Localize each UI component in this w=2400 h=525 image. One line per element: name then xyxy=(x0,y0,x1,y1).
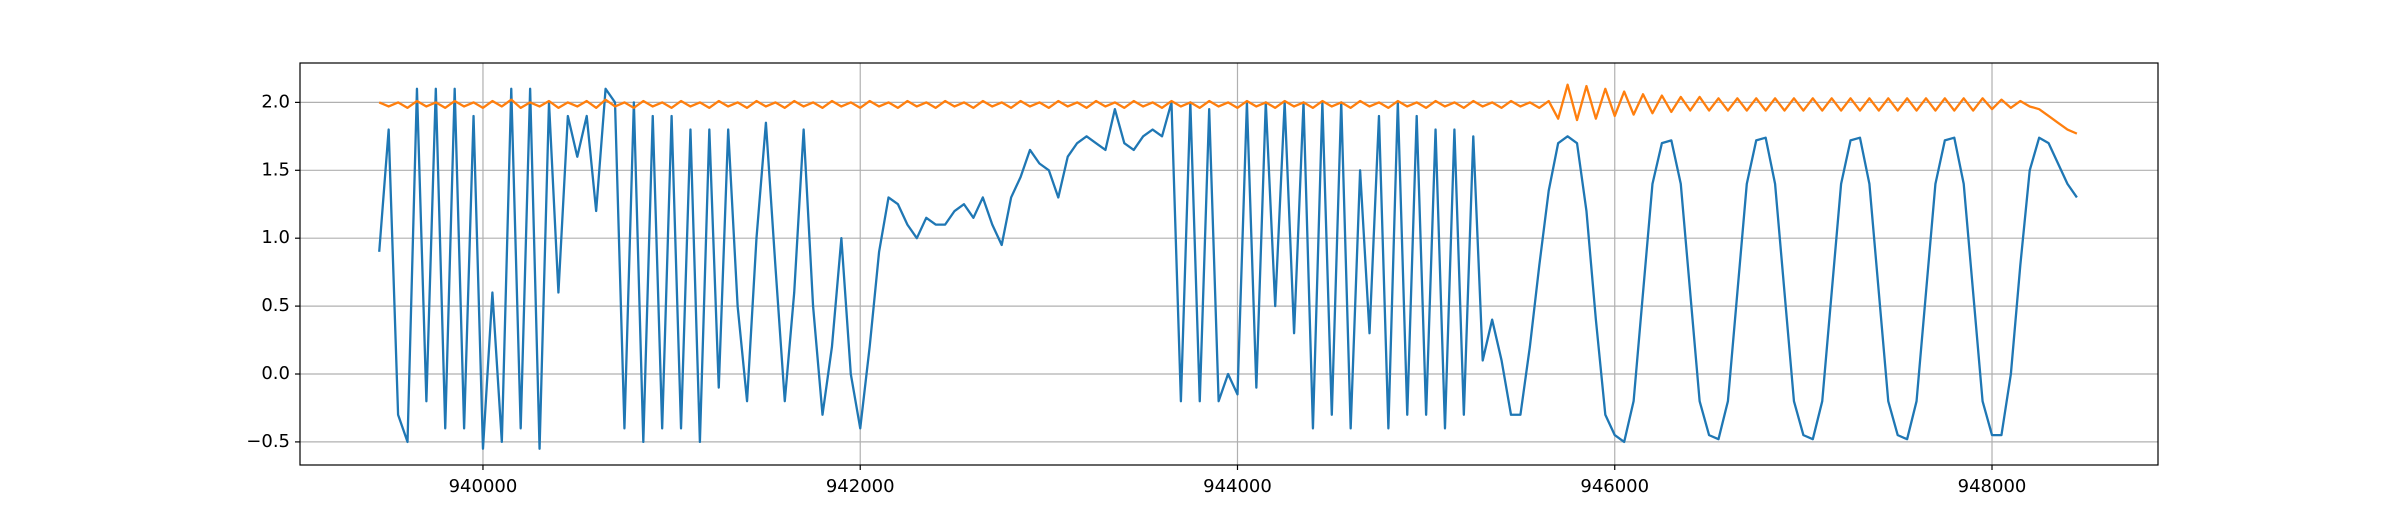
x-tick-label: 940000 xyxy=(449,476,518,497)
y-tick-label: 1.5 xyxy=(261,159,290,180)
y-tick-label: −0.5 xyxy=(246,431,290,452)
x-tick-label: 946000 xyxy=(1580,476,1649,497)
data-line xyxy=(378,87,2078,450)
x-tick-label: 944000 xyxy=(1203,476,1272,497)
y-tick-label: 0.5 xyxy=(261,295,290,316)
plot-frame xyxy=(299,62,2159,466)
x-tick-label: 942000 xyxy=(826,476,895,497)
x-tick-label: 948000 xyxy=(1958,476,2027,497)
y-tick-label: 0.0 xyxy=(261,363,290,384)
y-tick-label: 2.0 xyxy=(261,91,290,112)
data-line xyxy=(378,83,2078,135)
y-tick-label: 1.0 xyxy=(261,227,290,248)
